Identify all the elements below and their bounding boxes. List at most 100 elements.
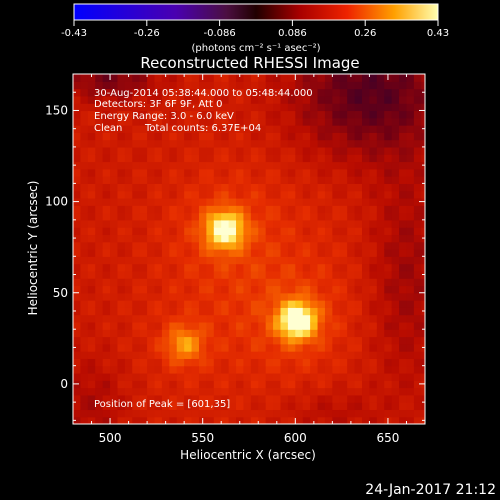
colorbar-tick-label: -0.086 (203, 28, 235, 39)
heatmap-cell (406, 95, 415, 104)
heatmap-cell (421, 190, 425, 199)
heatmap-cell (169, 103, 178, 112)
heatmap-cell (213, 190, 222, 199)
heatmap-cell (258, 146, 267, 155)
heatmap-cell (87, 168, 96, 177)
heatmap-cell (73, 132, 82, 141)
heatmap-cell (228, 380, 237, 389)
heatmap-cell (176, 74, 185, 82)
heatmap-cell (280, 161, 289, 170)
heatmap-cell (73, 314, 82, 323)
heatmap-cell (132, 336, 141, 345)
heatmap-cell (184, 300, 193, 308)
heatmap-cell (102, 300, 111, 308)
heatmap-cell (95, 314, 104, 323)
heatmap-cell (139, 307, 148, 316)
heatmap-cell (265, 336, 274, 345)
heatmap-cell (80, 329, 89, 338)
heatmap-cell (221, 329, 230, 338)
heatmap-cell (191, 234, 200, 243)
heatmap-cell (95, 125, 104, 133)
heatmap-cell (117, 227, 126, 236)
heatmap-cell (206, 285, 215, 294)
heatmap-cell (228, 190, 237, 199)
heatmap-cell (206, 212, 215, 221)
heatmap-cell (258, 292, 267, 301)
heatmap-cell (73, 190, 82, 199)
heatmap-cell (198, 219, 207, 228)
heatmap-cell (206, 219, 215, 228)
heatmap-cell (206, 387, 215, 396)
heatmap-cell (221, 372, 230, 381)
heatmap-cell (221, 409, 230, 418)
heatmap-cell (339, 314, 348, 323)
heatmap-cell (317, 161, 326, 170)
heatmap-cell (176, 278, 185, 287)
heatmap-cell (413, 234, 422, 243)
heatmap-cell (332, 307, 341, 316)
heatmap-cell (161, 314, 170, 323)
heatmap-cell (221, 161, 230, 170)
heatmap-cell (317, 416, 326, 424)
heatmap-cell (421, 321, 425, 330)
heatmap-cell (73, 139, 82, 148)
heatmap-cell (354, 409, 363, 418)
heatmap-cell (399, 321, 408, 330)
heatmap-cell (228, 227, 237, 236)
heatmap-cell (265, 321, 274, 330)
heatmap-cell (95, 409, 104, 418)
heatmap-cell (287, 176, 296, 184)
heatmap-cell (384, 234, 393, 243)
heatmap-cell (117, 81, 126, 90)
heatmap-cell (295, 416, 304, 424)
heatmap-cell (339, 249, 348, 257)
heatmap-cell (295, 146, 304, 155)
heatmap-cell (406, 351, 415, 359)
heatmap-cell (265, 256, 274, 265)
heatmap-cell (384, 205, 393, 214)
heatmap-cell (295, 351, 304, 359)
heatmap-cell (132, 314, 141, 323)
heatmap-cell (258, 125, 267, 133)
heatmap-cell (362, 110, 371, 119)
heatmap-cell (154, 402, 163, 411)
heatmap-cell (139, 270, 148, 279)
heatmap-cell (295, 307, 304, 316)
heatmap-cell (147, 380, 156, 389)
heatmap-cell (95, 88, 104, 97)
heatmap-cell (198, 81, 207, 90)
heatmap-cell (228, 117, 237, 126)
heatmap-cell (310, 125, 319, 133)
heatmap-cell (324, 219, 333, 228)
heatmap-cell (362, 409, 371, 418)
heatmap-cell (376, 176, 385, 184)
heatmap-cell (317, 278, 326, 287)
heatmap-cell (206, 300, 215, 308)
heatmap-cell (302, 132, 311, 141)
heatmap-cell (132, 372, 141, 381)
heatmap-cell (399, 146, 408, 155)
heatmap-cell (147, 154, 156, 163)
heatmap-cell (147, 212, 156, 221)
heatmap-cell (161, 95, 170, 104)
heatmap-cell (228, 197, 237, 206)
heatmap-cell (287, 190, 296, 199)
heatmap-cell (250, 343, 259, 352)
heatmap-cell (332, 183, 341, 192)
heatmap-cell (191, 103, 200, 112)
heatmap-cell (250, 139, 259, 148)
heatmap-cell (117, 146, 126, 155)
heatmap-cell (236, 139, 245, 148)
heatmap-cell (236, 74, 245, 82)
heatmap-cell (250, 270, 259, 279)
heatmap-cell (147, 88, 156, 97)
heatmap-cell (369, 321, 378, 330)
heatmap-cell (273, 95, 282, 104)
heatmap-cell (110, 278, 119, 287)
heatmap-cell (310, 146, 319, 155)
heatmap-cell (228, 351, 237, 359)
heatmap-cell (391, 380, 400, 389)
heatmap-cell (376, 212, 385, 221)
heatmap-cell (73, 88, 82, 97)
heatmap-cell (302, 146, 311, 155)
